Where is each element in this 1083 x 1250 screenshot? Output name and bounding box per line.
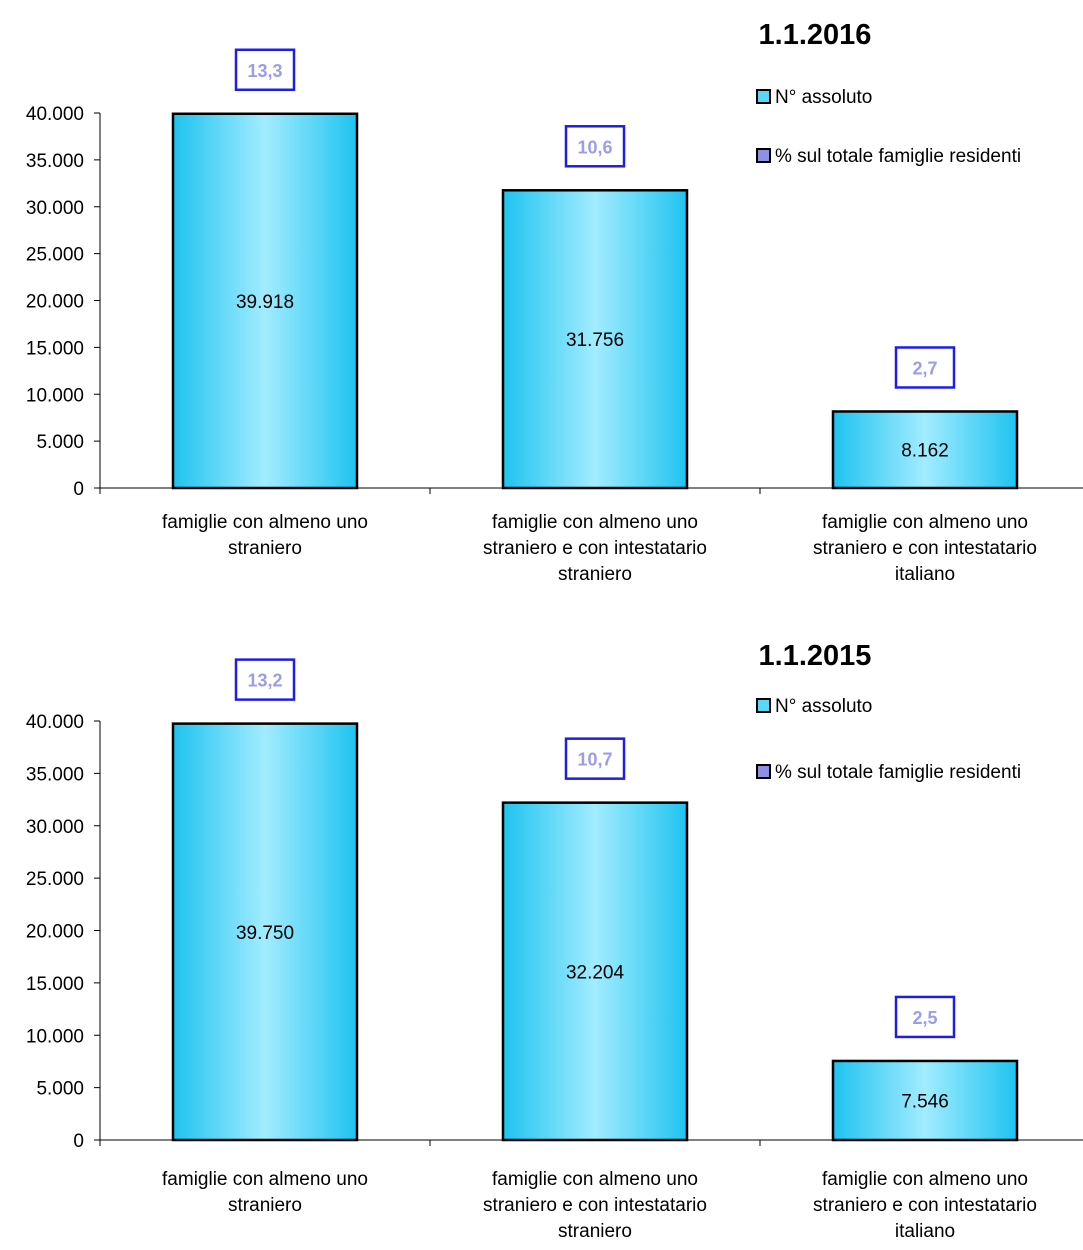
y-tick-label: 35.000 bbox=[26, 151, 84, 172]
legend-swatch bbox=[756, 764, 771, 779]
x-category-label: famiglie con almeno uno bbox=[822, 512, 1028, 533]
y-tick-label: 0 bbox=[73, 479, 84, 500]
percent-label-box bbox=[894, 346, 956, 389]
x-category-label: famiglie con almeno uno bbox=[162, 1169, 368, 1190]
x-category-label: italiano bbox=[895, 1221, 955, 1242]
y-tick-label: 20.000 bbox=[26, 292, 84, 313]
legend-label: N° assoluto bbox=[775, 87, 872, 108]
chart-title: 1.1.2016 bbox=[759, 19, 872, 51]
y-tick-label: 10.000 bbox=[26, 1026, 84, 1047]
legend-label: % sul totale famiglie residenti bbox=[775, 762, 1021, 783]
legend: N° assoluto % sul totale famiglie residen… bbox=[756, 87, 1021, 167]
x-category-label: straniero e con intestatario bbox=[813, 538, 1037, 559]
x-category-label: famiglie con almeno uno bbox=[492, 1169, 698, 1190]
x-category-label: straniero bbox=[558, 1221, 632, 1242]
bar bbox=[831, 410, 1019, 490]
chart-title: 1.1.2015 bbox=[759, 640, 872, 672]
percent-label: 13,2 bbox=[247, 671, 282, 691]
legend: N° assoluto % sul totale famiglie residen… bbox=[756, 696, 1021, 783]
percent-label: 13,3 bbox=[247, 61, 282, 81]
y-tick-label: 20.000 bbox=[26, 922, 84, 943]
bar-value-label: 39.918 bbox=[236, 292, 294, 313]
chart-panel-1: 1.1.2016 0 5.000 10.000 15.000 20.000 25.000 30… bbox=[26, 19, 1083, 585]
bar bbox=[501, 801, 689, 1142]
y-tick-label: 15.000 bbox=[26, 338, 84, 359]
percent-label-box bbox=[564, 737, 626, 780]
percent-label: 2,7 bbox=[912, 358, 937, 378]
percent-label-box bbox=[894, 995, 956, 1039]
x-category-label: straniero bbox=[558, 564, 632, 585]
bar bbox=[831, 1059, 1019, 1142]
bar bbox=[171, 112, 359, 490]
bar-value-label: 7.546 bbox=[901, 1091, 949, 1112]
x-category-label: italiano bbox=[895, 564, 955, 585]
legend-label: N° assoluto bbox=[775, 696, 872, 717]
x-category-label: famiglie con almeno uno bbox=[492, 512, 698, 533]
percent-label-box bbox=[234, 658, 296, 701]
legend-swatch bbox=[756, 698, 771, 713]
bar-value-label: 8.162 bbox=[901, 441, 949, 462]
legend-swatch bbox=[756, 148, 771, 163]
percent-label-box bbox=[234, 48, 296, 92]
y-tick-label: 35.000 bbox=[26, 764, 84, 785]
y-tick-label: 40.000 bbox=[26, 104, 84, 125]
x-category-label: straniero e con intestatario bbox=[813, 1195, 1037, 1216]
percent-label-box bbox=[564, 125, 626, 168]
y-tick-label: 5.000 bbox=[36, 432, 84, 453]
y-tick-label: 25.000 bbox=[26, 245, 84, 266]
bar-value-label: 32.204 bbox=[566, 962, 625, 983]
y-tick-label: 40.000 bbox=[26, 712, 84, 733]
y-tick-label: 0 bbox=[73, 1131, 84, 1152]
x-category-label: straniero e con intestatario bbox=[483, 538, 707, 559]
x-category-label: straniero bbox=[228, 538, 302, 559]
bar bbox=[171, 722, 359, 1142]
x-category-label: famiglie con almeno uno bbox=[162, 512, 368, 533]
chart-panel-2: 1.1.2015 0 5.000 10.000 15.000 20.000 25.000 30… bbox=[26, 640, 1083, 1242]
percent-label: 10,7 bbox=[577, 750, 612, 770]
bar-value-label: 39.750 bbox=[236, 923, 294, 944]
y-tick-label: 25.000 bbox=[26, 869, 84, 890]
y-tick-label: 5.000 bbox=[36, 1079, 84, 1100]
x-category-label: straniero bbox=[228, 1195, 302, 1216]
bar-value-label: 31.756 bbox=[566, 330, 624, 351]
legend-label: % sul totale famiglie residenti bbox=[775, 146, 1021, 167]
bar bbox=[501, 189, 689, 490]
legend-swatch bbox=[756, 89, 771, 104]
x-category-label: straniero e con intestatario bbox=[483, 1195, 707, 1216]
y-tick-label: 30.000 bbox=[26, 198, 84, 219]
y-tick-label: 10.000 bbox=[26, 385, 84, 406]
percent-label: 10,6 bbox=[577, 137, 612, 157]
x-category-label: famiglie con almeno uno bbox=[822, 1169, 1028, 1190]
percent-label: 2,5 bbox=[912, 1008, 937, 1028]
y-tick-label: 15.000 bbox=[26, 974, 84, 995]
y-tick-label: 30.000 bbox=[26, 817, 84, 838]
